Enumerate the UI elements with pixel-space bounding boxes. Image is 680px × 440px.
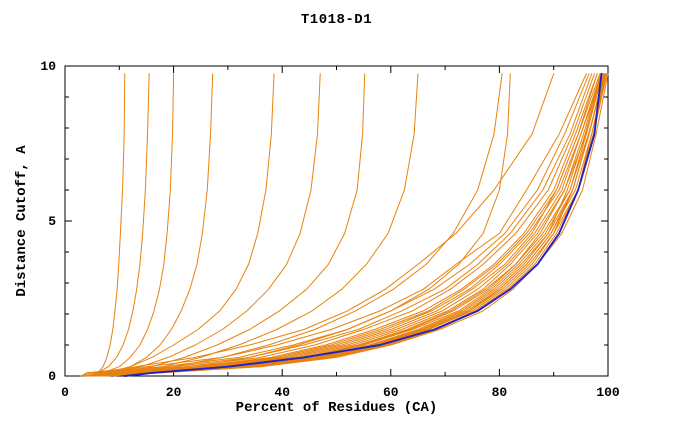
model-curve [86,73,595,377]
model-curve [97,73,321,377]
model-curve [91,73,602,377]
model-curve [86,73,555,377]
model-curve [80,73,590,377]
model-curve [97,73,275,377]
y-axis-label: Distance Cutoff, A [14,145,30,297]
model-curve [102,73,609,377]
y-tick-label: 0 [48,369,56,384]
x-tick-label: 40 [274,385,290,400]
x-tick-label: 0 [61,385,69,400]
model-curve [102,73,366,377]
model-curve [97,73,605,377]
x-tick-label: 100 [596,385,620,400]
plot-frame [64,65,609,377]
model-curve [91,73,126,377]
x-tick-label: 80 [492,385,508,400]
model-curve [97,73,605,377]
model-curve [86,73,175,377]
model-curve [91,73,606,377]
y-tick-label: 10 [40,59,56,74]
model-curve [80,73,587,377]
x-tick-label: 60 [383,385,399,400]
model-curve [83,73,598,377]
x-axis-label: Percent of Residues (CA) [235,400,438,416]
chart-title: T1018-D1 [300,12,373,28]
y-tick-label: 5 [48,214,56,229]
model-curve [91,73,214,377]
model-curve [86,73,150,377]
x-tick-label: 20 [166,385,182,400]
reference-curve [123,72,603,377]
model-curve [97,73,606,377]
model-curve [80,73,593,377]
